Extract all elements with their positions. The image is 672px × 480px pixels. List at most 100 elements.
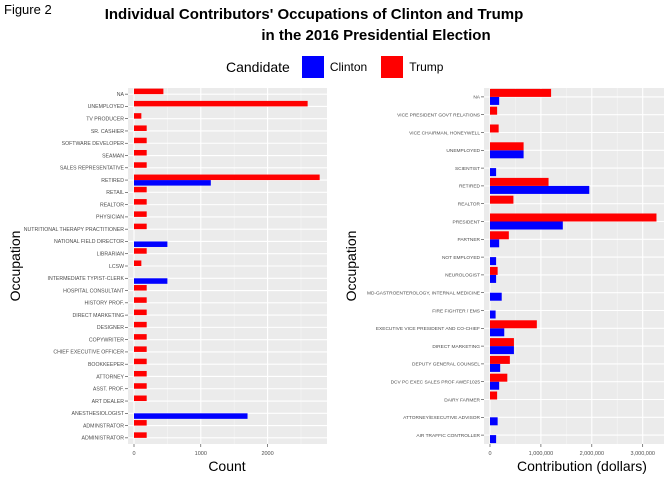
y-tick-label: VICE PRESIDENT GOVT RELATIONS <box>397 113 480 119</box>
x-axis-title: Contribution (dollars) <box>517 458 647 474</box>
y-tick-label: DCV PC EXEC SALES PROF AWEF1025 <box>391 380 481 386</box>
bar-trump <box>490 231 509 240</box>
y-tick-label: UNEMPLOYED <box>446 148 480 154</box>
x-tick-label: 1,000,000 <box>529 451 553 457</box>
bar-trump <box>134 125 147 131</box>
y-axis-title: Occupation <box>343 231 359 302</box>
y-tick-label: EXECUTIVE VICE PRESIDENT AND CO-CHIEF <box>376 326 480 332</box>
y-tick-label: NEUROLOGIST <box>445 273 480 279</box>
y-tick-label: NA <box>117 92 125 98</box>
bar-trump <box>490 213 657 222</box>
y-tick-label: CHIEF EXECUTIVE OFFICER <box>53 350 124 356</box>
y-tick-label: PARTNER <box>458 237 481 243</box>
y-tick-label: HOSPITAL CONSULTANT <box>63 288 125 294</box>
bar-clinton <box>134 180 211 186</box>
bar-trump <box>134 285 147 291</box>
bar-clinton <box>490 417 498 426</box>
bar-trump <box>490 320 537 329</box>
y-tick-label: LCSW <box>109 264 124 270</box>
y-tick-label: REALTOR <box>100 202 124 208</box>
y-tick-label: COPYWRITER <box>89 337 124 343</box>
y-tick-label: SEAMAN <box>102 153 124 159</box>
x-tick-label: 0 <box>488 451 491 457</box>
y-tick-label: UNEMPLOYED <box>88 104 125 110</box>
y-tick-label: DIRECT MARKETING <box>432 344 480 350</box>
bar-trump <box>134 174 320 181</box>
y-tick-label: FIRE FIGHTER / EMS <box>432 308 480 314</box>
bar-trump <box>134 149 147 156</box>
y-tick-label: HISTORY PROF. <box>85 301 125 307</box>
y-tick-label: PRESIDENT <box>453 219 481 225</box>
panel-background <box>484 88 664 444</box>
y-tick-label: SCIENTIST <box>455 166 480 172</box>
bar-trump <box>134 395 147 402</box>
y-tick-label: LIBRARIAN <box>97 252 125 258</box>
y-tick-label: ASST. PROF. <box>93 387 124 393</box>
x-tick-label: 3,000,000 <box>630 451 654 457</box>
bar-trump <box>490 142 524 151</box>
x-tick-label: 2000 <box>261 451 273 457</box>
y-tick-label: BOOKKEEPER <box>88 362 124 368</box>
bar-trump <box>490 266 498 275</box>
bar-clinton <box>490 150 524 159</box>
y-tick-label: NUTRITIONAL THERAPY PRACTITIONER <box>24 227 124 233</box>
y-axis-title: Occupation <box>7 231 23 302</box>
y-tick-label: AIR TRAFFIC CONTROLLER <box>416 433 480 439</box>
y-tick-label: DEPUTY GENERAL COUNSEL <box>412 362 480 368</box>
y-tick-label: ATTORNEY/EXECUTIVE ADVISOR <box>403 415 480 421</box>
y-tick-label: INTERMEDIATE TYPIST-CLERK <box>48 276 125 282</box>
bar-trump <box>490 177 549 186</box>
bar-clinton <box>490 381 500 390</box>
x-axis-title: Count <box>208 458 245 474</box>
y-tick-label: ADMINISTRATOR <box>82 436 125 442</box>
bar-clinton <box>490 292 502 301</box>
y-tick-label: ART DEALER <box>92 399 125 405</box>
bar-clinton <box>490 96 500 105</box>
y-tick-label: ANESTHESIOLOGIST <box>72 411 125 417</box>
bar-trump <box>134 223 147 230</box>
bar-trump <box>490 88 552 97</box>
bar-trump <box>134 260 142 266</box>
bar-trump <box>134 100 308 107</box>
bar-clinton <box>134 278 168 284</box>
legend-title: Candidate <box>226 59 290 75</box>
y-tick-label: PHYSICIAN <box>96 215 124 221</box>
y-tick-label: DESIGNER <box>97 325 124 331</box>
bar-trump <box>490 195 514 204</box>
y-tick-label: RETIRED <box>101 178 124 184</box>
bar-clinton <box>490 185 590 194</box>
y-tick-label: MD-GASTROENTEROLOGY, INTERNAL MEDICINE <box>367 291 480 297</box>
bar-trump <box>134 137 147 144</box>
bar-clinton <box>490 221 563 230</box>
bar-trump <box>134 334 147 340</box>
bar-clinton <box>490 257 497 266</box>
bar-trump <box>134 211 147 217</box>
bar-clinton <box>490 239 500 248</box>
bar-clinton <box>490 274 497 283</box>
legend: Candidate Clinton Trump <box>226 54 451 80</box>
chart-title-line2: in the 2016 Presidential Election <box>261 27 491 44</box>
legend-key-clinton <box>301 56 324 78</box>
bar-trump <box>134 370 147 377</box>
y-tick-label: RETAIL <box>106 190 124 196</box>
bar-trump <box>134 309 147 316</box>
y-tick-label: NATIONAL FIELD DIRECTOR <box>54 239 124 245</box>
bar-trump <box>490 355 510 364</box>
bar-trump <box>134 383 147 389</box>
bar-trump <box>490 338 514 347</box>
chart-title-line1: Individual Contributors' Occupations of … <box>104 6 524 23</box>
bar-trump <box>134 321 147 328</box>
bar-clinton <box>490 435 497 444</box>
bar-trump <box>490 106 498 115</box>
y-tick-label: DIRECT MARKETING <box>73 313 125 319</box>
left-panel: 0 1000 2000 NA UNEMPLOYED TV PRODUCER SR. CASH… <box>7 88 327 474</box>
y-tick-label: TV PRODUCER <box>86 116 124 122</box>
y-tick-label: NOT EMPLOYED <box>442 255 481 261</box>
bar-trump <box>134 346 147 352</box>
bar-trump <box>134 186 147 193</box>
bar-trump <box>134 358 147 365</box>
legend-label-clinton: Clinton <box>329 60 368 74</box>
y-tick-label: SOFTWARE DEVELOPER <box>62 141 125 147</box>
bar-trump <box>134 420 147 426</box>
y-tick-label: DAIRY FARMER <box>444 397 480 403</box>
